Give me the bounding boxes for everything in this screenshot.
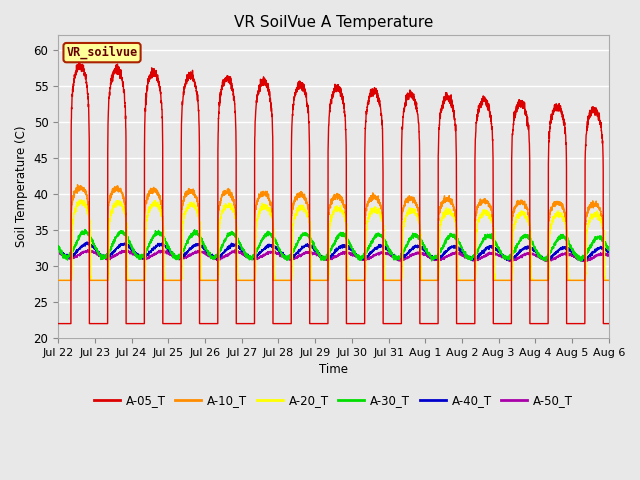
Text: VR_soilvue: VR_soilvue [67, 46, 138, 60]
Y-axis label: Soil Temperature (C): Soil Temperature (C) [15, 126, 28, 247]
X-axis label: Time: Time [319, 363, 348, 376]
Title: VR SoilVue A Temperature: VR SoilVue A Temperature [234, 15, 433, 30]
Legend: A-05_T, A-10_T, A-20_T, A-30_T, A-40_T, A-50_T: A-05_T, A-10_T, A-20_T, A-30_T, A-40_T, … [90, 389, 578, 412]
